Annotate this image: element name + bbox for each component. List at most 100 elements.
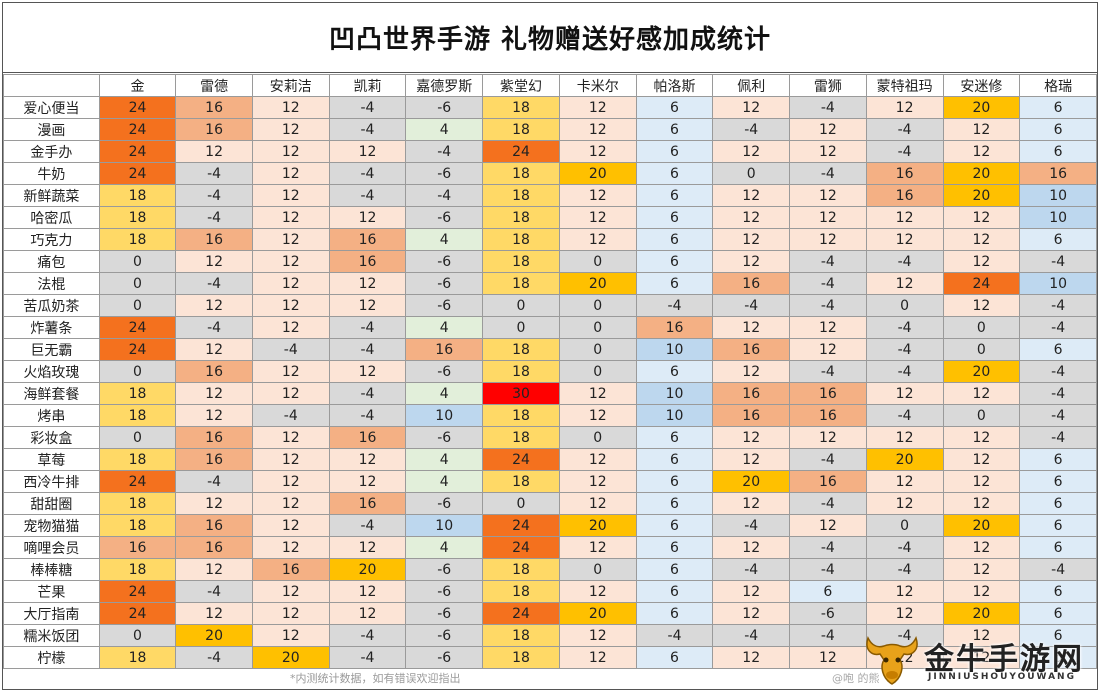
value-cell: -4	[865, 404, 944, 427]
row-label: 宠物猫猫	[3, 514, 100, 537]
value-cell: 12	[251, 514, 330, 537]
value-cell: 16	[328, 228, 407, 251]
value-cell: 6	[1019, 448, 1097, 471]
value-cell: 0	[865, 514, 944, 537]
value-cell: 16	[328, 492, 407, 515]
value-cell: 0	[712, 162, 791, 185]
value-cell: 12	[175, 602, 253, 625]
row-label: 法棍	[3, 272, 100, 295]
value-cell: 20	[175, 624, 253, 647]
value-cell: 6	[635, 558, 714, 581]
value-cell: 16	[175, 426, 253, 449]
value-cell: 16	[789, 382, 867, 405]
value-cell: 0	[98, 360, 177, 383]
value-cell: 0	[942, 338, 1021, 361]
row-label: 苦瓜奶茶	[3, 294, 100, 317]
value-cell: 24	[98, 338, 177, 361]
value-cell: -6	[405, 250, 484, 273]
header-row: 金雷德 安莉洁 凯莉 嘉德罗斯 紫堂幻 卡米尔 帕洛斯 佩利 雷狮 蒙特祖玛 安迷修 格瑞	[3, 74, 1097, 97]
value-cell: 0	[482, 294, 560, 317]
value-cell: 16	[175, 96, 253, 119]
value-cell: 12	[251, 250, 330, 273]
value-cell: 0	[942, 316, 1021, 339]
value-cell: 12	[251, 492, 330, 515]
value-cell: 6	[1019, 140, 1097, 163]
value-cell: 12	[865, 228, 944, 251]
value-cell: 4	[405, 316, 484, 339]
value-cell: 12	[558, 140, 637, 163]
value-cell: 16	[712, 382, 791, 405]
value-cell: 6	[635, 602, 714, 625]
value-cell: 12	[942, 426, 1021, 449]
value-cell: 16	[328, 426, 407, 449]
value-cell: 6	[635, 536, 714, 559]
value-cell: 18	[482, 118, 560, 141]
value-cell: 6	[635, 118, 714, 141]
value-cell: -6	[405, 272, 484, 295]
value-cell: 12	[865, 602, 944, 625]
value-cell: -4	[1019, 404, 1097, 427]
value-cell: 12	[712, 580, 791, 603]
value-cell: -4	[789, 272, 867, 295]
value-cell: 6	[635, 140, 714, 163]
value-cell: -4	[789, 624, 867, 647]
value-cell: -4	[405, 184, 484, 207]
table-row: 爱心便当 24 16 12 -4 -6 18 12 6 12 -4 12 20 6	[3, 96, 1097, 119]
value-cell: 24	[98, 602, 177, 625]
value-cell: -4	[328, 162, 407, 185]
value-cell: -4	[175, 272, 253, 295]
value-cell: 16	[789, 470, 867, 493]
value-cell: 20	[558, 602, 637, 625]
value-cell: 12	[175, 404, 253, 427]
row-label: 炸薯条	[3, 316, 100, 339]
value-cell: 12	[789, 646, 867, 669]
row-label: 海鲜套餐	[3, 382, 100, 405]
value-cell: 12	[251, 294, 330, 317]
value-cell: 10	[1019, 206, 1097, 229]
column-header: 紫堂幻	[482, 74, 560, 97]
value-cell: 6	[635, 272, 714, 295]
row-label: 巧克力	[3, 228, 100, 251]
value-cell: 6	[635, 646, 714, 669]
value-cell: -4	[1019, 382, 1097, 405]
logo-name: 金牛手游网	[924, 642, 1084, 677]
value-cell: -4	[712, 294, 791, 317]
value-cell: 12	[942, 228, 1021, 251]
value-cell: 24	[482, 448, 560, 471]
value-cell: -4	[405, 140, 484, 163]
table-row: 海鲜套餐 18 12 12 -4 4 30 12 10 16 16 12 12 -4	[3, 382, 1097, 405]
value-cell: 6	[1019, 514, 1097, 537]
value-cell: 12	[558, 536, 637, 559]
value-cell: 24	[98, 580, 177, 603]
value-cell: 12	[175, 140, 253, 163]
table-row: 牛奶 24 -4 12 -4 -6 18 20 6 0 -4 16 20 16	[3, 162, 1097, 185]
row-label: 糯米饭团	[3, 624, 100, 647]
value-cell: 16	[175, 118, 253, 141]
value-cell: 12	[712, 492, 791, 515]
value-cell: 20	[942, 184, 1021, 207]
value-cell: -4	[712, 558, 791, 581]
value-cell: -4	[865, 140, 944, 163]
value-cell: 0	[558, 426, 637, 449]
value-cell: 18	[482, 580, 560, 603]
value-cell: 12	[251, 206, 330, 229]
value-cell: -4	[789, 96, 867, 119]
column-header: 帕洛斯	[635, 74, 714, 97]
value-cell: -6	[405, 558, 484, 581]
table-row: 新鲜蔬菜 18 -4 12 -4 -4 18 12 6 12 12 16 20 10	[3, 184, 1097, 207]
value-cell: 12	[942, 294, 1021, 317]
value-cell: 12	[251, 184, 330, 207]
value-cell: 18	[98, 492, 177, 515]
value-cell: 10	[1019, 272, 1097, 295]
value-cell: -4	[789, 558, 867, 581]
row-label: 巨无霸	[3, 338, 100, 361]
value-cell: -4	[251, 338, 330, 361]
value-cell: 24	[482, 514, 560, 537]
row-label: 牛奶	[3, 162, 100, 185]
table-row: 法棍 0 -4 12 12 -6 18 20 6 16 -4 12 24 10	[3, 272, 1097, 295]
value-cell: 18	[482, 272, 560, 295]
table-row: 巨无霸 24 12 -4 -4 16 18 0 10 16 12 -4 0 6	[3, 338, 1097, 361]
value-cell: 18	[482, 206, 560, 229]
row-label: 柠檬	[3, 646, 100, 669]
